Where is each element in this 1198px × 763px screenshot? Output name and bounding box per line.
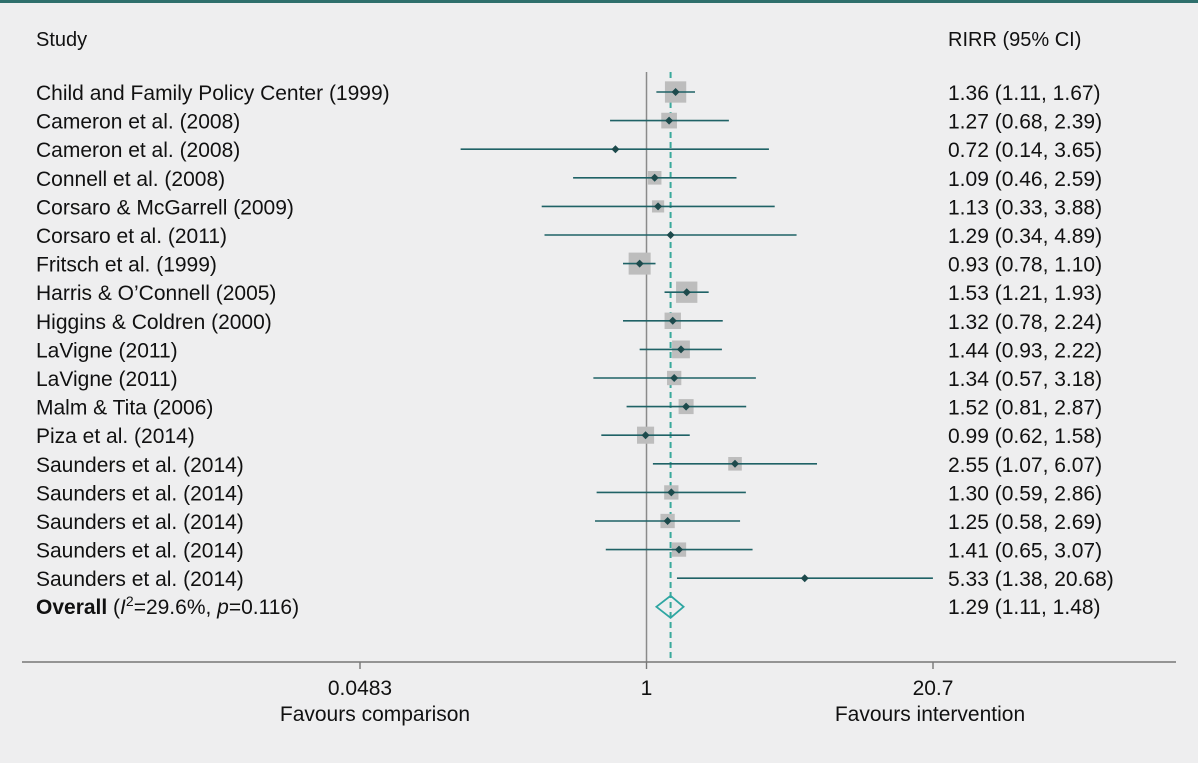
overall-i2-symbol: I	[120, 596, 126, 619]
overall-bold-label: Overall	[36, 596, 107, 619]
study-row: LaVigne (2011) 1.44 (0.93, 2.22)	[36, 339, 1102, 362]
study-name: Saunders et al. (2014)	[36, 540, 244, 563]
point-estimate	[611, 145, 620, 154]
study-ci-text: 1.52 (0.81, 2.87)	[948, 397, 1102, 420]
study-row: Child and Family Policy Center (1999) 1.3…	[36, 81, 1101, 105]
study-ci-text: 0.99 (0.62, 1.58)	[948, 425, 1102, 448]
study-row: Saunders et al. (2014) 1.25 (0.58, 2.69)	[36, 511, 1102, 534]
overall-i2-value: =29.6%,	[134, 596, 217, 619]
study-name: Child and Family Policy Center (1999)	[36, 82, 390, 105]
point-estimate	[666, 231, 675, 239]
study-row: Corsaro & McGarrell (2009) 1.13 (0.33, 3.…	[36, 196, 1102, 219]
study-row: Cameron et al. (2008) 1.27 (0.68, 2.39)	[36, 111, 1102, 134]
overall-label: Overall (I2=29.6%, p=0.116)	[36, 593, 299, 619]
study-row: Piza et al. (2014) 0.99 (0.62, 1.58)	[36, 425, 1102, 448]
study-name: Saunders et al. (2014)	[36, 482, 244, 505]
study-row: Cameron et al. (2008) 0.72 (0.14, 3.65)	[36, 139, 1102, 162]
study-name: Cameron et al. (2008)	[36, 111, 240, 134]
study-name: Cameron et al. (2008)	[36, 139, 240, 162]
study-row: Harris & O’Connell (2005) 1.53 (1.21, 1.9…	[36, 281, 1102, 305]
study-name: Corsaro & McGarrell (2009)	[36, 196, 294, 219]
study-ci-text: 1.29 (0.34, 4.89)	[948, 225, 1102, 248]
study-ci-text: 1.44 (0.93, 2.22)	[948, 339, 1102, 362]
study-ci-text: 2.55 (1.07, 6.07)	[948, 454, 1102, 477]
point-estimate	[635, 259, 644, 268]
point-estimate	[650, 173, 659, 182]
study-name: LaVigne (2011)	[36, 339, 178, 362]
study-name: Connell et al. (2008)	[36, 168, 225, 191]
point-estimate	[682, 402, 691, 411]
study-ci-text: 1.53 (1.21, 1.93)	[948, 282, 1102, 305]
x-tick-label: 20.7	[913, 677, 954, 700]
point-estimate	[731, 459, 740, 468]
point-estimate	[663, 517, 672, 525]
overall-p-symbol: p	[216, 596, 229, 619]
study-ci-text: 1.27 (0.68, 2.39)	[948, 111, 1102, 134]
study-row: Fritsch et al. (1999) 0.93 (0.78, 1.10)	[36, 252, 1102, 277]
study-ci-text: 1.41 (0.65, 3.07)	[948, 540, 1102, 563]
study-name: Harris & O’Connell (2005)	[36, 282, 276, 305]
x-label-favours-comparison: Favours comparison	[280, 703, 470, 726]
study-name: Fritsch et al. (1999)	[36, 254, 217, 277]
overall-p-value: =0.116)	[229, 596, 299, 619]
study-column-header: Study	[36, 29, 87, 51]
study-row: Higgins & Coldren (2000) 1.32 (0.78, 2.24…	[36, 311, 1102, 334]
point-estimate	[668, 316, 677, 325]
study-ci-text: 1.30 (0.59, 2.86)	[948, 482, 1102, 505]
study-row: Saunders et al. (2014) 5.33 (1.38, 20.68)	[36, 568, 1114, 591]
overall-row: Overall (I2=29.6%, p=0.116) 1.29 (1.11, …	[36, 593, 1101, 619]
study-row: Corsaro et al. (2011) 1.29 (0.34, 4.89)	[36, 225, 1102, 248]
point-estimate	[654, 202, 663, 211]
point-estimate	[674, 545, 683, 554]
study-ci-text: 1.36 (1.11, 1.67)	[948, 82, 1101, 105]
study-ci-text: 1.25 (0.58, 2.69)	[948, 511, 1102, 534]
study-row: Malm & Tita (2006) 1.52 (0.81, 2.87)	[36, 397, 1102, 420]
study-name: Piza et al. (2014)	[36, 425, 195, 448]
study-name: Saunders et al. (2014)	[36, 511, 244, 534]
overall-paren-open: (	[107, 596, 120, 619]
reference-lines	[645, 72, 672, 662]
study-name: Malm & Tita (2006)	[36, 397, 213, 420]
study-ci-text: 1.34 (0.57, 3.18)	[948, 368, 1102, 391]
x-tick-label: 1	[641, 677, 653, 700]
point-estimate	[682, 288, 691, 297]
study-ci-text: 1.32 (0.78, 2.24)	[948, 311, 1102, 334]
study-ci-text: 1.13 (0.33, 3.88)	[948, 196, 1102, 219]
study-row: LaVigne (2011) 1.34 (0.57, 3.18)	[36, 368, 1102, 391]
study-row: Connell et al. (2008) 1.09 (0.46, 2.59)	[36, 168, 1102, 191]
point-estimate	[641, 431, 650, 440]
overall-ci-text: 1.29 (1.11, 1.48)	[948, 596, 1101, 619]
x-label-favours-intervention: Favours intervention	[835, 703, 1025, 726]
study-ci-text: 1.09 (0.46, 2.59)	[948, 168, 1102, 191]
effect-column-header: RIRR (95% CI)	[948, 29, 1081, 51]
overall-i2-superscript: 2	[126, 593, 134, 609]
study-name: Higgins & Coldren (2000)	[36, 311, 272, 334]
point-estimate	[800, 574, 809, 583]
study-name: Saunders et al. (2014)	[36, 568, 244, 591]
study-ci-text: 5.33 (1.38, 20.68)	[948, 568, 1114, 591]
point-estimate	[671, 88, 680, 96]
x-axis: Favours comparison Favours intervention …	[22, 661, 1176, 726]
point-estimate	[667, 488, 676, 497]
overall-diamond	[654, 594, 685, 619]
study-ci-text: 0.72 (0.14, 3.65)	[948, 139, 1102, 162]
study-row: Saunders et al. (2014) 2.55 (1.07, 6.07)	[36, 454, 1102, 477]
point-estimate	[665, 116, 674, 125]
study-name: Saunders et al. (2014)	[36, 454, 244, 477]
point-estimate	[676, 345, 685, 354]
study-name: Corsaro et al. (2011)	[36, 225, 227, 248]
study-rows: Child and Family Policy Center (1999) 1.3…	[36, 81, 1114, 591]
study-ci-text: 0.93 (0.78, 1.10)	[948, 254, 1102, 277]
x-tick-label: 0.0483	[328, 677, 392, 700]
study-row: Saunders et al. (2014) 1.30 (0.59, 2.86)	[36, 482, 1102, 505]
study-row: Saunders et al. (2014) 1.41 (0.65, 3.07)	[36, 540, 1102, 563]
point-estimate	[670, 374, 679, 382]
study-name: LaVigne (2011)	[36, 368, 178, 391]
